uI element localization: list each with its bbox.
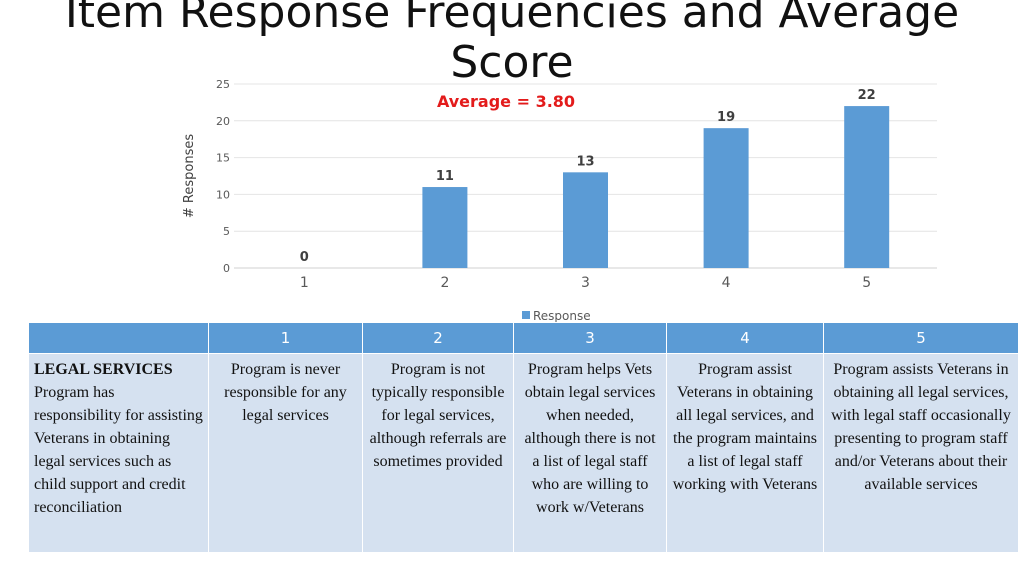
bar [844, 106, 890, 268]
rating-cell-5: Program assists Veterans in obtaining al… [823, 353, 1019, 553]
header-cell-blank [28, 322, 209, 354]
slide-title: Item Response Frequencies and Average Sc… [64, 0, 960, 88]
data-label: 0 [300, 250, 309, 265]
category-cell: LEGAL SERVICES Program has responsibilit… [28, 353, 209, 553]
y-tick-label: 20 [216, 115, 230, 128]
rubric-table: 1 2 3 4 5 LEGAL SERVICES Program has res… [28, 322, 1019, 553]
y-tick-label: 0 [223, 262, 230, 275]
y-axis-label: # Responses [182, 134, 197, 218]
data-label: 19 [717, 110, 735, 125]
y-tick-label: 5 [223, 225, 230, 238]
header-cell-1: 1 [208, 322, 363, 354]
bar [422, 187, 468, 268]
legend-swatch [522, 311, 530, 319]
header-cell-5: 5 [823, 322, 1019, 354]
y-tick-label: 10 [216, 188, 230, 201]
header-cell-2: 2 [362, 322, 514, 354]
y-tick-label: 25 [216, 78, 230, 91]
x-tick-label: 2 [440, 275, 449, 291]
header-cell-4: 4 [666, 322, 824, 354]
category-description: Program has responsibility for assisting… [34, 384, 203, 516]
rating-cell-4: Program assist Veterans in obtaining all… [666, 353, 824, 553]
x-tick-label: 5 [862, 275, 871, 291]
table-header-row: 1 2 3 4 5 [28, 322, 1019, 354]
y-tick-label: 15 [216, 152, 230, 165]
rating-cell-1: Program is never responsible for any leg… [208, 353, 363, 553]
data-label: 11 [436, 169, 454, 184]
bar [703, 128, 749, 268]
average-annotation: Average = 3.80 [437, 92, 575, 111]
bar [563, 172, 608, 268]
x-tick-label: 1 [300, 275, 309, 291]
x-tick-label: 3 [581, 275, 590, 291]
header-cell-3: 3 [513, 322, 667, 354]
table-row: LEGAL SERVICES Program has responsibilit… [28, 353, 1019, 553]
x-tick-label: 4 [722, 275, 731, 291]
category-title: LEGAL SERVICES [34, 361, 173, 378]
legend-label: Response [533, 309, 591, 323]
rating-cell-3: Program helps Vets obtain legal services… [513, 353, 667, 553]
data-label: 22 [858, 88, 876, 103]
data-label: 13 [576, 154, 594, 169]
rating-cell-2: Program is not typically responsible for… [362, 353, 514, 553]
